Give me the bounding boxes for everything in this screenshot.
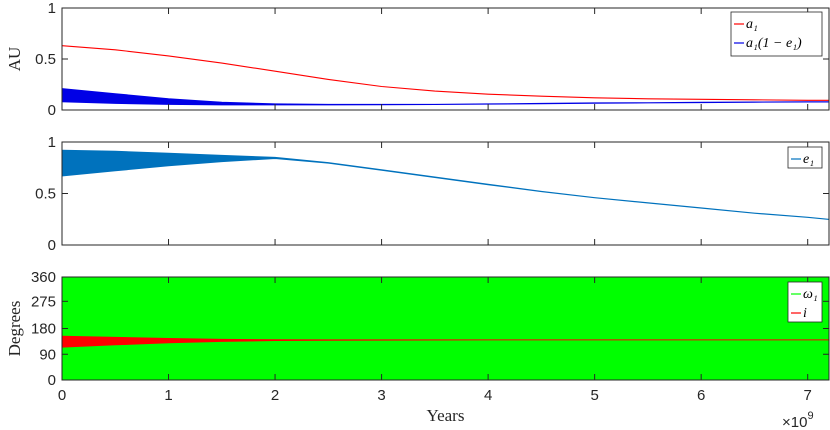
x-tick-label: 0 (58, 387, 66, 404)
y-tick-label: 0.5 (35, 186, 56, 203)
x-tick-label: 3 (377, 387, 385, 404)
axes-frame-0 (61, 7, 830, 111)
series-band-0-1 (61, 88, 830, 106)
x-tick-label: 5 (590, 387, 598, 404)
y-axis-title: Degrees (5, 301, 24, 357)
legend-entry-label: ω₁ (803, 287, 818, 302)
legend-entry-label: a₁(1 − e₁) (746, 36, 802, 51)
y-tick-label: 0 (48, 372, 56, 389)
x-tick-label: 2 (271, 387, 279, 404)
legend-box (787, 146, 823, 169)
y-tick-label: 0 (48, 102, 56, 119)
x-exponent-label: ×109 (782, 410, 814, 430)
y-tick-label: 1 (48, 134, 56, 151)
x-tick-label: 7 (804, 387, 812, 404)
legend-entry-label: a₁ (746, 17, 758, 32)
x-tick-label: 6 (697, 387, 705, 404)
legend-entry-label: i (803, 306, 807, 321)
series-band-1-0 (61, 149, 830, 221)
series-band-2-1 (61, 335, 829, 348)
y-tick-label: 1 (48, 0, 56, 17)
x-tick-label: 4 (484, 387, 492, 404)
series-line-0-0 (61, 45, 829, 101)
y-tick-label: 360 (31, 269, 56, 286)
y-tick-label: 0.5 (35, 51, 56, 68)
legend-box (730, 11, 823, 57)
x-axis-title: Years (427, 406, 465, 425)
legend-entry-label: e₁ (803, 152, 814, 167)
series-band-2-0 (61, 276, 830, 381)
legend-box (787, 281, 823, 323)
y-tick-label: 180 (31, 321, 56, 338)
y-axis-title: AU (5, 47, 24, 72)
y-tick-label: 0 (48, 237, 56, 254)
x-tick-label: 1 (164, 387, 172, 404)
y-tick-label: 90 (39, 346, 56, 363)
y-tick-label: 275 (31, 293, 56, 310)
